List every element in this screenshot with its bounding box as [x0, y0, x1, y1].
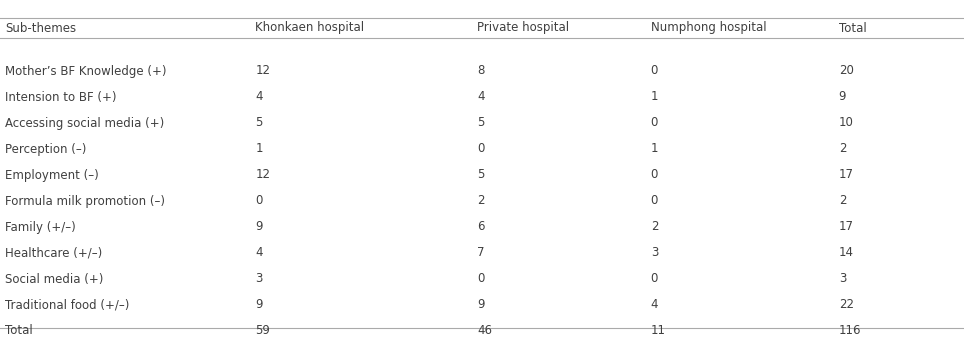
Text: 0: 0 — [477, 142, 485, 155]
Text: 12: 12 — [255, 65, 271, 78]
Text: 2: 2 — [651, 221, 658, 234]
Text: 11: 11 — [651, 324, 666, 338]
Text: Family (+/–): Family (+/–) — [5, 221, 75, 234]
Text: 0: 0 — [651, 194, 658, 207]
Text: 1: 1 — [651, 90, 658, 103]
Text: 17: 17 — [839, 221, 854, 234]
Text: 2: 2 — [477, 194, 485, 207]
Text: 3: 3 — [651, 246, 658, 259]
Text: 9: 9 — [839, 90, 846, 103]
Text: 0: 0 — [651, 65, 658, 78]
Text: 0: 0 — [651, 117, 658, 130]
Text: 46: 46 — [477, 324, 493, 338]
Text: 9: 9 — [255, 221, 263, 234]
Text: 9: 9 — [255, 299, 263, 311]
Text: 4: 4 — [255, 90, 263, 103]
Text: 12: 12 — [255, 169, 271, 182]
Text: 6: 6 — [477, 221, 485, 234]
Text: 4: 4 — [255, 246, 263, 259]
Text: Formula milk promotion (–): Formula milk promotion (–) — [5, 194, 165, 207]
Text: 17: 17 — [839, 169, 854, 182]
Text: Total: Total — [839, 21, 867, 34]
Text: 4: 4 — [651, 299, 658, 311]
Text: 7: 7 — [477, 246, 485, 259]
Text: Total: Total — [5, 324, 33, 338]
Text: 14: 14 — [839, 246, 854, 259]
Text: 0: 0 — [651, 169, 658, 182]
Text: 10: 10 — [839, 117, 853, 130]
Text: 0: 0 — [651, 272, 658, 286]
Text: 9: 9 — [477, 299, 485, 311]
Text: 1: 1 — [651, 142, 658, 155]
Text: Khonkaen hospital: Khonkaen hospital — [255, 21, 364, 34]
Text: Mother’s BF Knowledge (+): Mother’s BF Knowledge (+) — [5, 65, 167, 78]
Text: 4: 4 — [477, 90, 485, 103]
Text: 59: 59 — [255, 324, 270, 338]
Text: Healthcare (+/–): Healthcare (+/–) — [5, 246, 102, 259]
Text: Intension to BF (+): Intension to BF (+) — [5, 90, 117, 103]
Text: 8: 8 — [477, 65, 485, 78]
Text: Sub-themes: Sub-themes — [5, 21, 76, 34]
Text: 1: 1 — [255, 142, 263, 155]
Text: 2: 2 — [839, 142, 846, 155]
Text: 116: 116 — [839, 324, 861, 338]
Text: 2: 2 — [839, 194, 846, 207]
Text: Employment (–): Employment (–) — [5, 169, 98, 182]
Text: 22: 22 — [839, 299, 854, 311]
Text: Traditional food (+/–): Traditional food (+/–) — [5, 299, 129, 311]
Text: Numphong hospital: Numphong hospital — [651, 21, 766, 34]
Text: 0: 0 — [255, 194, 263, 207]
Text: Social media (+): Social media (+) — [5, 272, 103, 286]
Text: 5: 5 — [255, 117, 263, 130]
Text: 3: 3 — [255, 272, 263, 286]
Text: Accessing social media (+): Accessing social media (+) — [5, 117, 164, 130]
Text: 5: 5 — [477, 169, 485, 182]
Text: 20: 20 — [839, 65, 853, 78]
Text: 5: 5 — [477, 117, 485, 130]
Text: 0: 0 — [477, 272, 485, 286]
Text: Private hospital: Private hospital — [477, 21, 570, 34]
Text: 3: 3 — [839, 272, 846, 286]
Text: Perception (–): Perception (–) — [5, 142, 86, 155]
